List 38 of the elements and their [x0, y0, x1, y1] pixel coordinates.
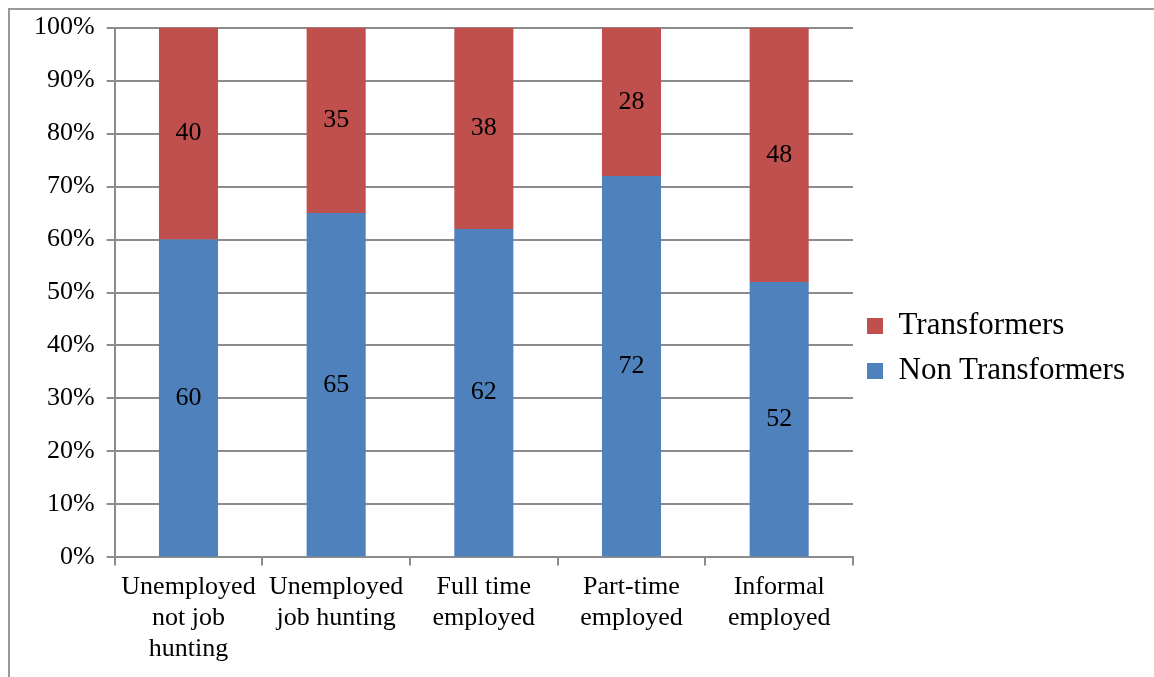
- y-tick-label: 10%: [46, 488, 95, 518]
- data-label: 28: [618, 85, 645, 115]
- data-label: 65: [323, 368, 350, 398]
- bar: [749, 27, 809, 282]
- bar: [601, 27, 662, 176]
- y-tick-label: 100%: [33, 11, 95, 41]
- y-tick-label: 40%: [46, 329, 95, 359]
- legend-label: Non Transformers: [898, 351, 1125, 387]
- bar: [306, 213, 366, 557]
- y-tick-label: 20%: [46, 435, 95, 465]
- data-label: 52: [766, 402, 793, 432]
- y-tick-label: 50%: [46, 276, 95, 306]
- data-label: 62: [470, 376, 497, 406]
- bar: [454, 27, 514, 229]
- x-tick-label: Unemployed not job hunting: [121, 570, 256, 663]
- y-tick-label: 90%: [46, 64, 95, 94]
- bar: [454, 228, 514, 557]
- y-tick-label: 60%: [46, 223, 95, 253]
- x-tick-label: Part-time employed: [580, 570, 683, 632]
- y-tick-label: 0%: [59, 541, 95, 571]
- y-tick-label: 80%: [46, 117, 95, 147]
- data-label: 60: [175, 381, 202, 411]
- data-label: 48: [766, 138, 793, 168]
- bar: [749, 281, 809, 557]
- x-tick-label: Informal employed: [727, 570, 831, 632]
- bar: [158, 239, 219, 557]
- y-tick-label: 70%: [46, 170, 95, 200]
- bar: [158, 27, 219, 240]
- data-label: 38: [470, 112, 497, 142]
- bar: [601, 175, 662, 557]
- y-tick-label: 30%: [46, 382, 95, 412]
- data-label: 72: [618, 350, 645, 379]
- bar: [306, 27, 366, 214]
- x-tick-label: Full time employed: [432, 570, 536, 632]
- legend-label: Transformers: [898, 306, 1065, 342]
- data-label: 35: [323, 104, 350, 134]
- x-tick-label: Unemployed job hunting: [269, 570, 404, 632]
- data-label: 40: [175, 117, 202, 147]
